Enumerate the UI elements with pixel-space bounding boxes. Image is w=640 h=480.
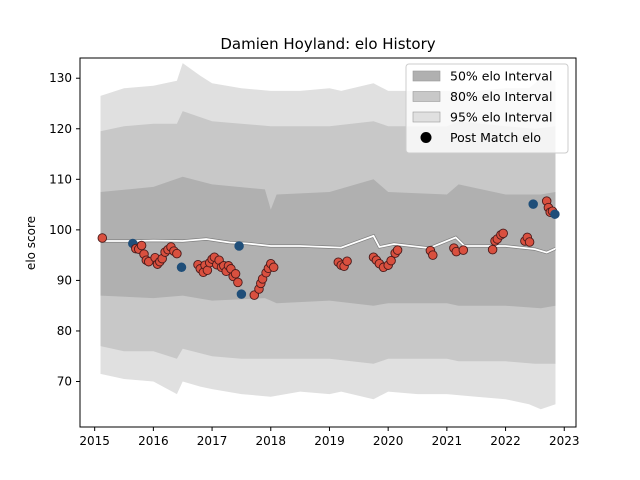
y-tick-label: 110 (49, 172, 72, 186)
y-axis-label: elo score (24, 216, 38, 270)
x-tick-label: 2022 (490, 434, 521, 448)
x-tick-label: 2019 (314, 434, 345, 448)
y-tick-label: 80 (57, 324, 72, 338)
chart-title: Damien Hoyland: elo History (220, 35, 435, 53)
point-loss (550, 209, 560, 219)
point-win (428, 250, 438, 260)
point-win (233, 277, 243, 288)
legend-box (405, 63, 569, 154)
legend-label: 95% elo Interval (450, 110, 552, 125)
point-loss (234, 241, 244, 251)
y-tick-label: 120 (49, 122, 72, 136)
point-win (136, 240, 147, 251)
y-tick-label: 130 (49, 71, 72, 85)
point-win (392, 245, 403, 255)
legend-swatch (412, 70, 441, 82)
post-match-points (97, 196, 560, 300)
point-win (498, 228, 508, 239)
x-tick-label: 2016 (138, 434, 169, 448)
x-tick-label: 2023 (549, 434, 580, 448)
plot-axes: 2015 2016 2017 2018 2019 2020 2021 2022 2023 70 80… (49, 57, 580, 448)
legend-marker (420, 132, 432, 143)
x-tick-label: 2015 (79, 434, 110, 448)
point-win (458, 245, 469, 255)
point-loss (528, 199, 538, 209)
point-win (487, 244, 498, 255)
mean-line (100, 234, 556, 254)
point-loss (176, 262, 187, 273)
point-loss (236, 289, 247, 299)
legend-swatch (412, 91, 441, 102)
x-tick-label: 2017 (197, 434, 228, 448)
point-win (342, 256, 352, 266)
legend-swatch (412, 111, 441, 123)
legend-label: Post Match elo (450, 130, 541, 145)
plot-frame (79, 57, 577, 428)
point-win (386, 255, 396, 266)
point-win (268, 262, 279, 273)
legend: 50% elo Interval 80% elo Interval 95% elo … (405, 63, 569, 154)
legend-label: 50% elo Interval (450, 69, 552, 84)
y-tick-label: 100 (49, 223, 72, 237)
legend-label: 80% elo Interval (450, 89, 552, 104)
x-tick-label: 2021 (432, 434, 463, 448)
y-tick-label: 90 (57, 273, 72, 287)
x-tick-label: 2020 (373, 434, 404, 448)
point-win (230, 269, 241, 279)
y-tick-label: 70 (57, 375, 72, 389)
band-50 (100, 176, 556, 309)
point-win (172, 248, 182, 259)
point-win (97, 233, 108, 243)
point-win (524, 237, 535, 247)
mean-elo-line (100, 233, 557, 255)
x-tick-label: 2018 (255, 434, 286, 448)
